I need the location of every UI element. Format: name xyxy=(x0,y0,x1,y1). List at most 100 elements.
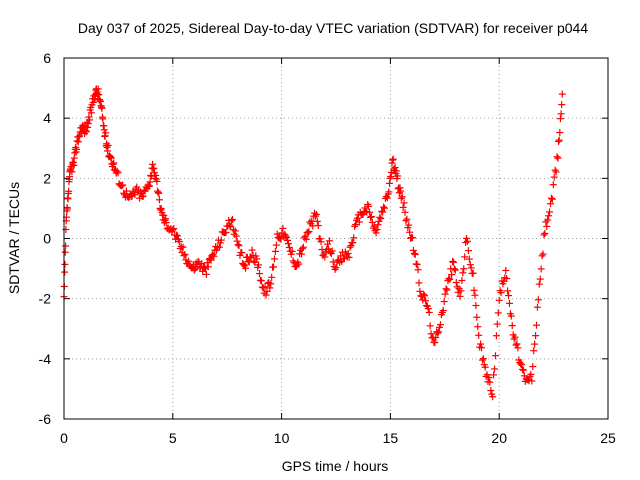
data-point xyxy=(173,232,181,240)
data-point xyxy=(553,153,561,161)
data-point xyxy=(514,344,522,352)
data-point xyxy=(414,266,422,274)
data-point xyxy=(529,363,537,371)
data-point xyxy=(545,212,553,220)
data-point xyxy=(471,291,479,299)
x-tick-label: 20 xyxy=(491,430,507,446)
data-point xyxy=(519,366,527,374)
data-point xyxy=(481,363,489,371)
data-point xyxy=(235,242,243,250)
data-point xyxy=(507,312,515,320)
data-point xyxy=(344,250,352,258)
data-point xyxy=(234,241,242,249)
data-point xyxy=(222,229,230,237)
data-point xyxy=(518,361,526,369)
data-point xyxy=(555,137,563,145)
data-point xyxy=(150,165,158,173)
data-point xyxy=(443,286,451,294)
data-point xyxy=(284,240,292,248)
data-point xyxy=(119,181,127,189)
data-point xyxy=(283,233,291,241)
data-point xyxy=(527,370,535,378)
data-point xyxy=(478,356,486,364)
data-point xyxy=(175,238,183,246)
data-point xyxy=(392,167,400,175)
data-point xyxy=(85,116,93,124)
data-point xyxy=(400,199,408,207)
data-point xyxy=(543,222,551,230)
data-point xyxy=(519,365,527,373)
data-point xyxy=(302,235,310,243)
data-point xyxy=(147,172,155,180)
data-point xyxy=(449,257,457,265)
data-point xyxy=(82,128,90,136)
data-point xyxy=(450,258,458,266)
data-point xyxy=(328,247,336,255)
data-point xyxy=(346,243,354,251)
data-point xyxy=(190,266,198,274)
data-point xyxy=(399,203,407,211)
data-point xyxy=(385,188,393,196)
data-point xyxy=(388,159,396,167)
x-axis-label: GPS time / hours xyxy=(282,458,389,474)
data-point xyxy=(558,90,566,98)
data-point xyxy=(460,265,468,273)
data-point xyxy=(396,184,404,192)
data-point xyxy=(513,340,521,348)
data-point xyxy=(409,246,417,254)
data-point xyxy=(314,222,322,230)
data-point xyxy=(380,204,388,212)
data-point xyxy=(461,253,469,261)
data-point xyxy=(534,296,542,304)
data-point xyxy=(325,237,333,245)
data-point xyxy=(458,277,466,285)
data-point xyxy=(541,229,549,237)
data-point xyxy=(104,142,112,150)
data-point xyxy=(203,259,211,267)
data-point xyxy=(495,296,503,304)
data-point xyxy=(459,269,467,277)
data-point xyxy=(367,213,375,221)
data-point xyxy=(397,194,405,202)
data-point xyxy=(424,305,432,313)
data-point xyxy=(517,360,525,368)
data-point xyxy=(299,243,307,251)
data-point xyxy=(181,250,189,258)
data-point xyxy=(472,302,480,310)
data-point xyxy=(379,208,387,216)
data-point xyxy=(464,247,472,255)
data-point xyxy=(345,253,353,261)
data-point xyxy=(539,250,547,258)
data-point xyxy=(285,243,293,251)
data-point xyxy=(355,218,363,226)
data-point xyxy=(385,179,393,187)
data-point xyxy=(253,255,261,263)
y-tick-label: 4 xyxy=(43,110,51,126)
data-point xyxy=(100,126,108,134)
data-point xyxy=(63,205,71,213)
data-point xyxy=(442,285,450,293)
data-point xyxy=(387,173,395,181)
data-point xyxy=(425,308,433,316)
data-point xyxy=(397,187,405,195)
data-point xyxy=(262,291,270,299)
data-point xyxy=(544,216,552,224)
data-point xyxy=(232,232,240,240)
data-point xyxy=(367,213,375,221)
data-point xyxy=(361,204,369,212)
data-point xyxy=(61,248,69,256)
data-point xyxy=(114,169,122,177)
x-tick-label: 25 xyxy=(600,430,616,446)
data-point xyxy=(532,332,540,340)
data-point xyxy=(80,123,88,131)
data-point xyxy=(76,132,84,140)
data-point xyxy=(75,133,83,141)
data-point xyxy=(491,365,499,373)
data-point xyxy=(436,321,444,329)
data-point xyxy=(474,323,482,331)
data-point xyxy=(411,251,419,259)
data-point xyxy=(271,247,279,255)
data-point xyxy=(368,218,376,226)
data-point xyxy=(380,203,388,211)
